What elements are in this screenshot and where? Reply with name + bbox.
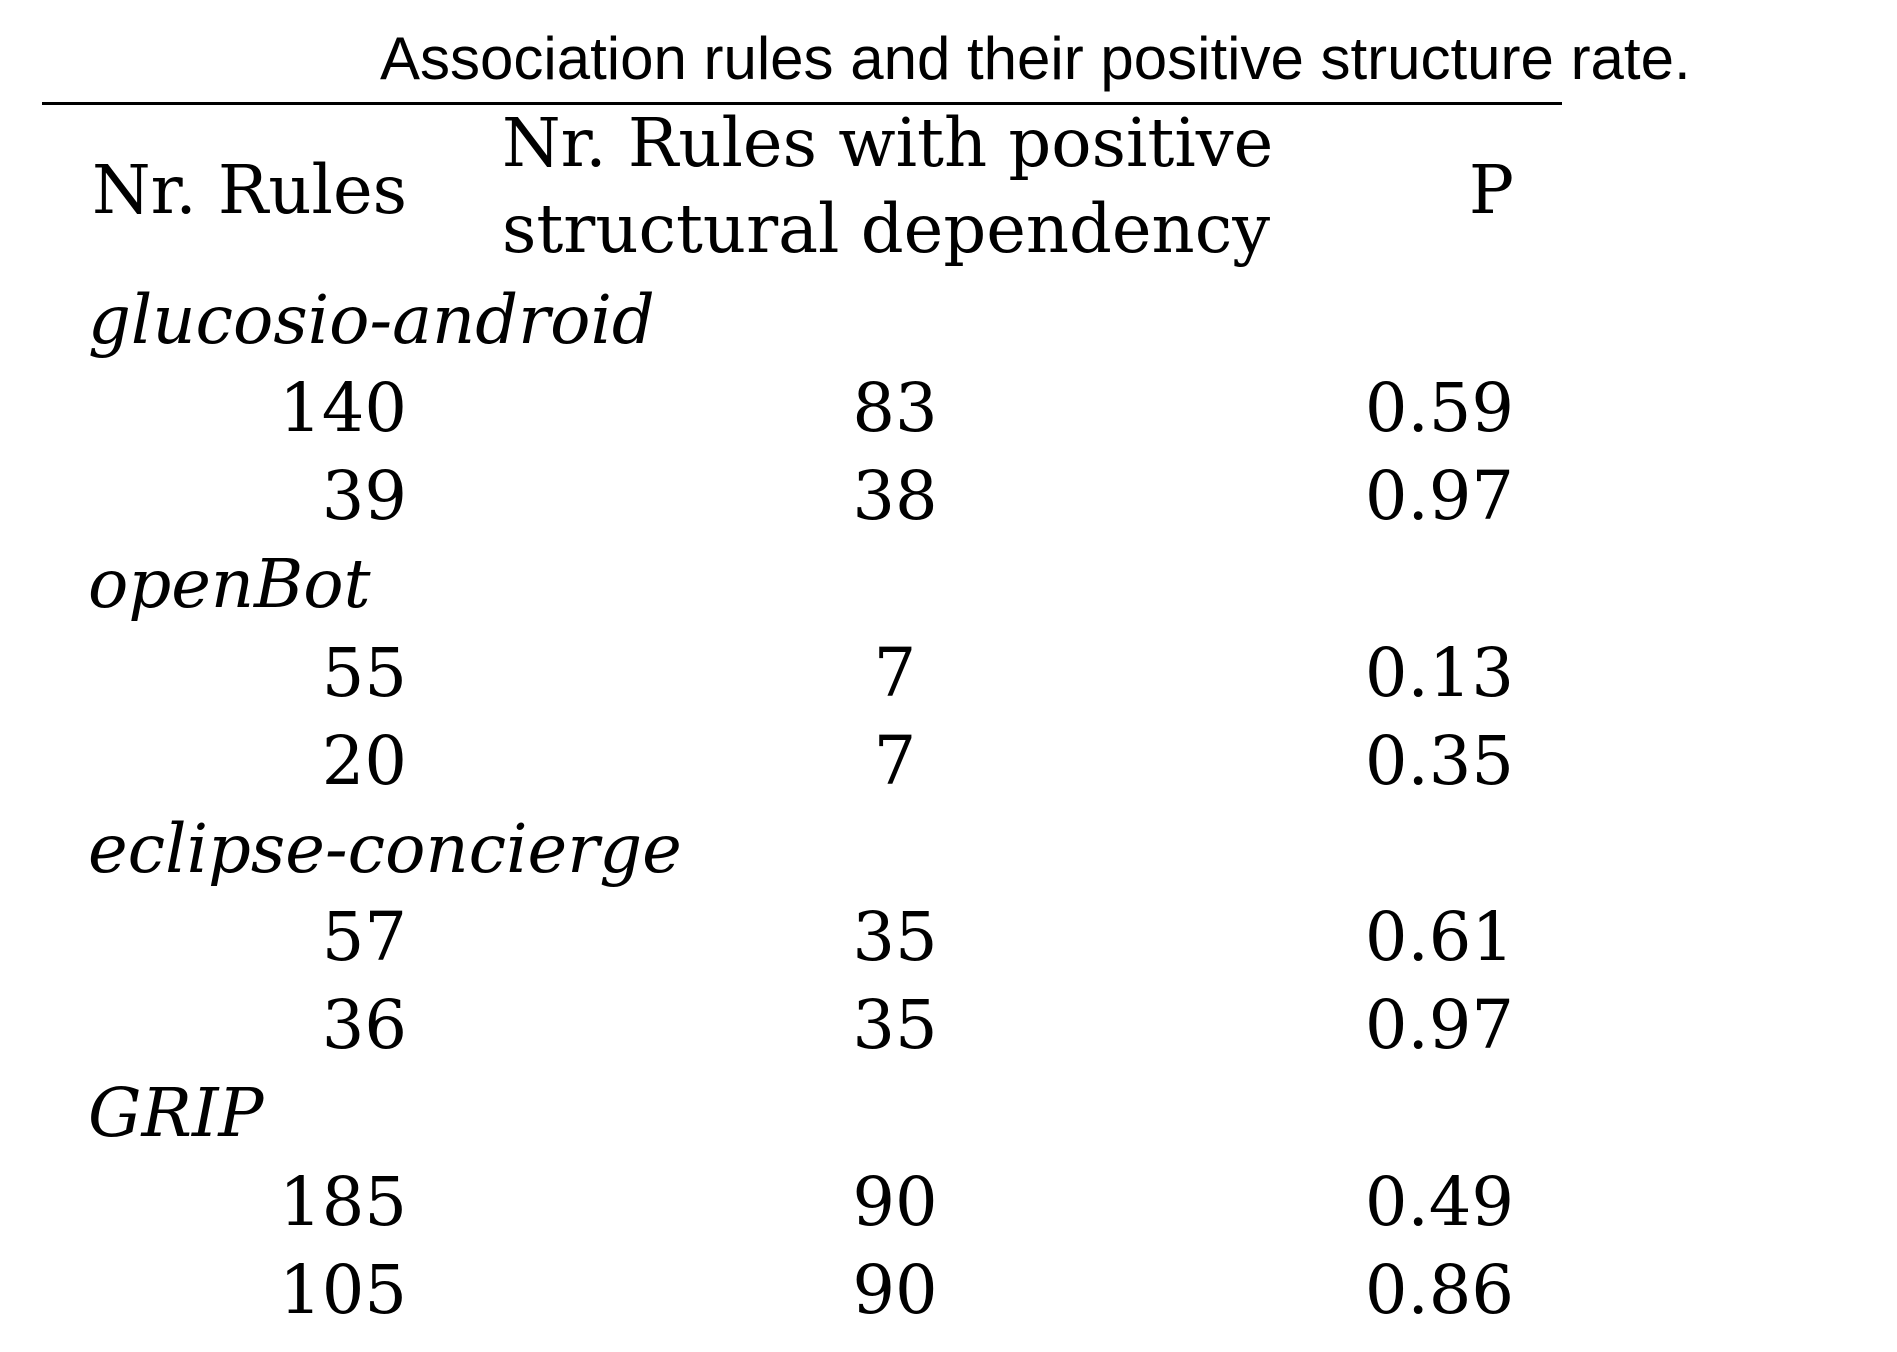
group-label: glucosio-android <box>88 281 655 359</box>
header-p: P <box>1468 151 1514 229</box>
cell-p: 0.97 <box>1364 457 1514 535</box>
cell-positive: 35 <box>852 986 938 1064</box>
table-top-rule <box>42 102 1562 105</box>
cell-rules: 39 <box>321 457 407 535</box>
header-nr-rules: Nr. Rules <box>92 151 407 229</box>
cell-positive: 35 <box>852 898 938 976</box>
cell-positive: 90 <box>852 1163 938 1241</box>
cell-positive: 83 <box>852 369 938 447</box>
group-label: eclipse-concierge <box>88 810 682 888</box>
cell-positive: 38 <box>852 457 938 535</box>
header-positive-line2: structural dependency <box>502 190 1271 268</box>
cell-positive: 7 <box>873 634 917 712</box>
cell-rules: 140 <box>279 369 407 447</box>
cell-p: 0.86 <box>1364 1251 1514 1329</box>
cell-positive: 90 <box>852 1251 938 1329</box>
header-positive-line1: Nr. Rules with positive <box>502 104 1274 182</box>
cell-rules: 20 <box>321 722 407 800</box>
cell-p: 0.13 <box>1364 634 1514 712</box>
cell-rules: 36 <box>321 986 407 1064</box>
cell-rules: 55 <box>321 634 407 712</box>
cell-rules: 105 <box>279 1251 407 1329</box>
table-caption: Association rules and their positive str… <box>380 25 1691 92</box>
cell-rules: 185 <box>279 1163 407 1241</box>
cell-p: 0.59 <box>1364 369 1514 447</box>
cell-p: 0.97 <box>1364 986 1514 1064</box>
cell-p: 0.61 <box>1364 898 1514 976</box>
cell-p: 0.49 <box>1364 1163 1514 1241</box>
cell-p: 0.35 <box>1364 722 1514 800</box>
cell-rules: 57 <box>321 898 407 976</box>
cell-positive: 7 <box>873 722 917 800</box>
group-label: openBot <box>88 545 371 623</box>
group-label: GRIP <box>88 1074 264 1152</box>
